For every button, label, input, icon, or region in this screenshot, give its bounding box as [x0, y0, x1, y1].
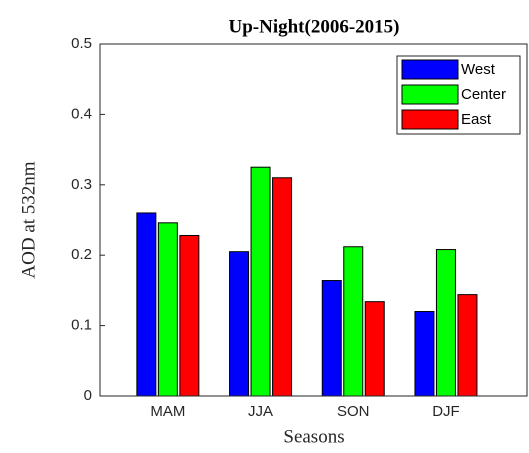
bar [457, 294, 478, 397]
y-tick-label: 0.2 [71, 246, 92, 263]
x-tick-label: SON [337, 403, 370, 420]
bar [435, 249, 456, 397]
legend-swatch [401, 84, 459, 105]
bar [414, 311, 435, 397]
bar [136, 212, 157, 397]
bar [343, 246, 364, 397]
x-tick-label: JJA [248, 403, 273, 420]
bar [364, 301, 385, 397]
x-axis-label: Seasons [283, 426, 344, 447]
y-tick-label: 0.1 [71, 317, 92, 334]
legend-swatch [401, 59, 459, 80]
bar [229, 251, 250, 397]
bar [250, 166, 271, 397]
y-tick-label: 0.5 [71, 35, 92, 52]
bar [321, 280, 342, 397]
legend-label: West [461, 61, 496, 78]
x-tick-label: DJF [432, 403, 460, 420]
legend-label: East [461, 111, 492, 128]
legend-label: Center [461, 86, 506, 103]
y-tick-label: 0.3 [71, 176, 92, 193]
bar [179, 234, 200, 397]
legend-swatch [401, 109, 459, 130]
bar [272, 177, 293, 397]
axes-box [99, 43, 528, 397]
bar [157, 222, 178, 397]
x-tick-label: MAM [150, 403, 185, 420]
chart-title: Up-Night(2006-2015) [229, 16, 400, 37]
y-tick-label: 0 [84, 387, 92, 404]
y-axis-label: AOD at 532nm [18, 161, 39, 278]
y-tick-label: 0.4 [71, 105, 92, 122]
